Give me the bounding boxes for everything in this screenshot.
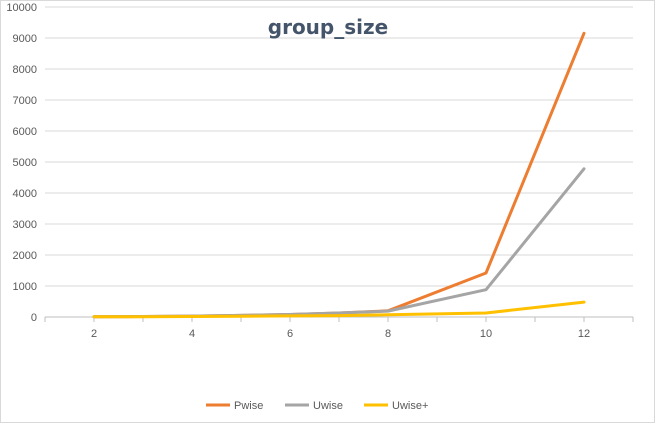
- series-line-pwise: [92, 31, 586, 319]
- legend-label-uwise: Uwise: [313, 400, 343, 412]
- y-tick-label: 0: [31, 312, 37, 324]
- x-tick-label: 4: [189, 328, 195, 340]
- y-tick-label: 9000: [13, 33, 37, 45]
- gridlines: [45, 6, 633, 287]
- legend: Pwise Uwise Uwise+: [206, 400, 428, 412]
- chart-title: group_size: [268, 15, 388, 39]
- x-tick-label: 8: [385, 328, 391, 340]
- x-tick-label: 2: [91, 328, 97, 340]
- legend-label-pwise: Pwise: [234, 400, 263, 412]
- y-tick-label: 7000: [13, 95, 37, 107]
- y-tick-label: 8000: [13, 64, 37, 76]
- y-tick-label: 4000: [13, 188, 37, 200]
- y-tick-label: 1000: [13, 281, 37, 293]
- y-tick-label: 2000: [13, 250, 37, 262]
- x-axis-tick-labels: 2 4 6 8 10 12: [91, 328, 590, 340]
- x-tick-label: 10: [480, 328, 492, 340]
- y-axis-tick-labels: 0 1000 2000 3000 4000 5000 6000 7000 8000 9000 100…: [6, 2, 37, 324]
- y-tick-label: 3000: [13, 219, 37, 231]
- x-tick-label: 12: [578, 328, 590, 340]
- series-lines: [92, 31, 586, 319]
- y-tick-label: 6000: [13, 126, 37, 138]
- series-line-uwise-: [92, 300, 586, 319]
- legend-label-uwise-: Uwise+: [392, 400, 428, 412]
- x-tick-label: 6: [287, 328, 293, 340]
- y-tick-label: 10000: [6, 2, 37, 14]
- y-tick-label: 5000: [13, 157, 37, 169]
- series-line-uwise: [92, 167, 586, 319]
